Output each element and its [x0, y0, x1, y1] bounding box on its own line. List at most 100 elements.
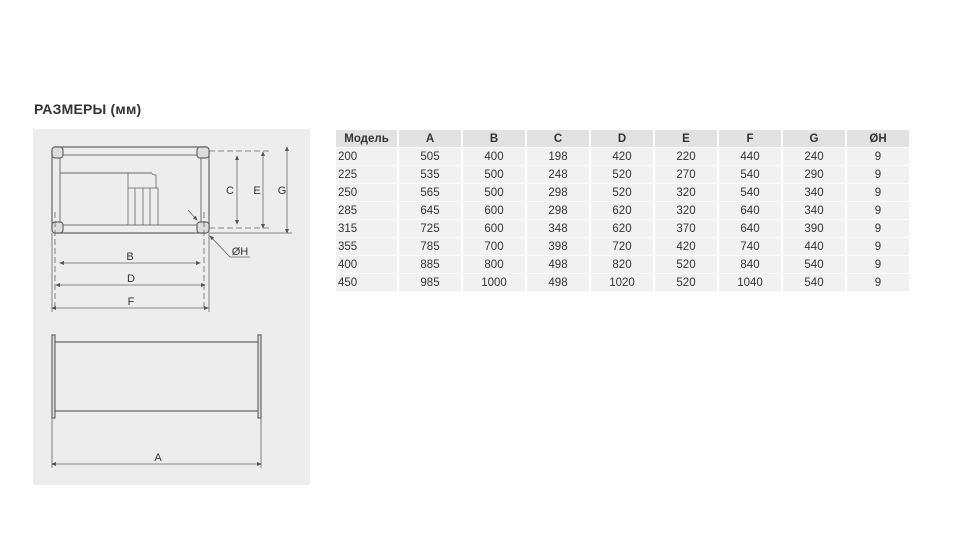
- label-e: E: [253, 185, 260, 197]
- model-cell: 400: [336, 256, 397, 273]
- column-header: D: [591, 130, 653, 147]
- column-header: B: [463, 130, 525, 147]
- dimension-cell: 540: [783, 274, 845, 291]
- dimension-cell: 540: [783, 256, 845, 273]
- corner-bracket: [51, 146, 64, 159]
- dimension-cell: 320: [655, 202, 717, 219]
- dimension-cell: 600: [463, 202, 525, 219]
- dimension-cell: 398: [527, 238, 589, 255]
- corner-bracket: [196, 146, 210, 159]
- dimension-cell: 340: [783, 202, 845, 219]
- dimension-cell: 740: [719, 238, 781, 255]
- dimension-cell: 370: [655, 220, 717, 237]
- dimension-cell: 420: [591, 148, 653, 165]
- dimension-cell: 640: [719, 220, 781, 237]
- dimension-cell: 1020: [591, 274, 653, 291]
- model-cell: 285: [336, 202, 397, 219]
- dimension-cell: 520: [655, 274, 717, 291]
- model-cell: 450: [336, 274, 397, 291]
- dimension-cell: 240: [783, 148, 845, 165]
- dimension-cell: 9: [847, 238, 909, 255]
- label-f: F: [128, 296, 135, 308]
- model-cell: 355: [336, 238, 397, 255]
- table-row: 225 535 500 248 520 270 540 290 9: [336, 166, 909, 183]
- dimension-cell: 535: [399, 166, 461, 183]
- dimension-cell: 298: [527, 184, 589, 201]
- table-row: 315 725 600 348 620 370 640 390 9: [336, 220, 909, 237]
- label-g: G: [278, 185, 287, 197]
- column-header: E: [655, 130, 717, 147]
- dimension-cell: 198: [527, 148, 589, 165]
- dimension-cell: 1040: [719, 274, 781, 291]
- dimension-cell: 645: [399, 202, 461, 219]
- table-row: 200 505 400 198 420 220 440 240 9: [336, 148, 909, 165]
- dimension-cell: 700: [463, 238, 525, 255]
- dimension-cell: 248: [527, 166, 589, 183]
- dimension-cell: 820: [591, 256, 653, 273]
- dimension-cell: 500: [463, 166, 525, 183]
- table-row: 355 785 700 398 720 420 740 440 9: [336, 238, 909, 255]
- dimension-cell: 9: [847, 220, 909, 237]
- label-d: D: [127, 273, 135, 285]
- flange-right: [257, 334, 262, 419]
- dimension-cell: 1000: [463, 274, 525, 291]
- column-header: C: [527, 130, 589, 147]
- dimension-cell: 540: [719, 166, 781, 183]
- dimension-cell: 270: [655, 166, 717, 183]
- column-header: G: [783, 130, 845, 147]
- column-header: F: [719, 130, 781, 147]
- dimension-cell: 505: [399, 148, 461, 165]
- label-c: C: [226, 185, 234, 197]
- model-cell: 200: [336, 148, 397, 165]
- dimension-cell: 885: [399, 256, 461, 273]
- table-row: 450 985 1000 498 1020 520 1040 540 9: [336, 274, 909, 291]
- side-view: [51, 334, 262, 468]
- table-row: 285 645 600 298 620 320 640 340 9: [336, 202, 909, 219]
- dimension-cell: 498: [527, 256, 589, 273]
- dimension-cell: 400: [463, 148, 525, 165]
- dimension-cell: 340: [783, 184, 845, 201]
- label-a: A: [154, 452, 162, 464]
- model-cell: 315: [336, 220, 397, 237]
- fan-motor: [127, 173, 159, 225]
- dimension-cell: 620: [591, 220, 653, 237]
- table-header-row: Модель A B C D E F G ØH: [336, 130, 909, 147]
- dimension-cell: 620: [591, 202, 653, 219]
- dimension-cell: 785: [399, 238, 461, 255]
- dimension-cell: 640: [719, 202, 781, 219]
- hole-pointer: [187, 209, 198, 221]
- dimension-cell: 348: [527, 220, 589, 237]
- flange-left: [51, 334, 56, 419]
- dimension-cell: 440: [719, 148, 781, 165]
- dimension-cell: 565: [399, 184, 461, 201]
- column-header: Модель: [336, 130, 397, 147]
- table-row: 400 885 800 498 820 520 840 540 9: [336, 256, 909, 273]
- hole-leader: [209, 235, 250, 258]
- dimension-cell: 9: [847, 202, 909, 219]
- dimension-cell: 440: [783, 238, 845, 255]
- dimension-cell: 220: [655, 148, 717, 165]
- dimension-cell: 800: [463, 256, 525, 273]
- dimension-cell: 9: [847, 166, 909, 183]
- dimension-cell: 320: [655, 184, 717, 201]
- dimension-cell: 725: [399, 220, 461, 237]
- dimension-cell: 9: [847, 184, 909, 201]
- section-title: РАЗМЕРЫ (мм): [34, 101, 142, 117]
- corner-bracket: [51, 221, 64, 234]
- dimension-cell: 9: [847, 256, 909, 273]
- dimension-cell: 600: [463, 220, 525, 237]
- model-cell: 225: [336, 166, 397, 183]
- label-b: B: [126, 251, 133, 263]
- dimension-cell: 9: [847, 274, 909, 291]
- column-header: ØH: [847, 130, 909, 147]
- table-row: 250 565 500 298 520 320 540 340 9: [336, 184, 909, 201]
- model-cell: 250: [336, 184, 397, 201]
- dimension-cell: 290: [783, 166, 845, 183]
- dimension-cell: 500: [463, 184, 525, 201]
- top-view: [51, 146, 292, 312]
- table-body: 200 505 400 198 420 220 440 240 9 225 535 500 248 520…: [336, 148, 909, 291]
- dimension-cell: 498: [527, 274, 589, 291]
- dimension-cell: 420: [655, 238, 717, 255]
- dimension-cell: 520: [591, 166, 653, 183]
